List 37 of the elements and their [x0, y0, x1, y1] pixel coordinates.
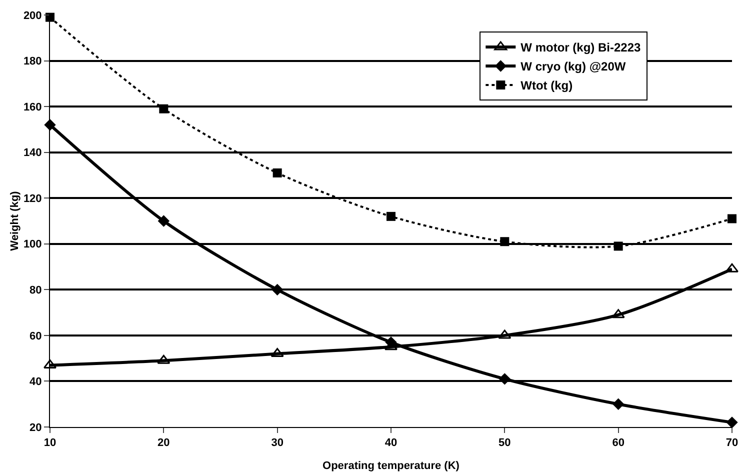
point [498, 373, 511, 385]
y-axis-title: Weight (kg) [9, 190, 21, 251]
y-tick-label: 200 [23, 10, 42, 22]
point [272, 168, 282, 178]
point [726, 416, 738, 428]
x-tick-label: 50 [498, 437, 511, 450]
x-tick-label: 30 [271, 437, 284, 450]
point [159, 104, 168, 114]
x-axis-title: Operating temperature (K) [322, 460, 460, 472]
point [614, 242, 623, 251]
point [158, 215, 170, 227]
x-tick-label: 40 [384, 437, 398, 450]
y-tick-label: 120 [23, 192, 42, 205]
point [270, 348, 284, 358]
legend-label: W cryo (kg) @20W [520, 60, 626, 74]
y-tick-label: 60 [30, 330, 42, 342]
point [612, 398, 624, 410]
x-tick-label: 10 [44, 437, 56, 450]
legend-label: Wtot (kg) [520, 78, 573, 93]
point [271, 284, 284, 296]
x-tick-label: 60 [612, 437, 624, 450]
y-tick-label: 40 [30, 376, 42, 388]
y-tick-label: 160 [23, 101, 42, 114]
x-tick-label: 20 [158, 437, 170, 450]
point [500, 237, 510, 246]
point [498, 330, 512, 339]
x-tick-label: 70 [726, 437, 738, 450]
y-tick-label: 180 [23, 56, 42, 68]
point [157, 354, 170, 364]
y-tick-label: 140 [23, 147, 42, 160]
point [612, 309, 625, 318]
y-tick-label: 80 [30, 284, 42, 297]
y-tick-label: 20 [30, 422, 42, 434]
legend-label: W motor (kg) Bi-2223 [520, 40, 641, 55]
point [728, 214, 736, 224]
y-tick-label: 100 [23, 238, 42, 251]
point [386, 212, 396, 221]
